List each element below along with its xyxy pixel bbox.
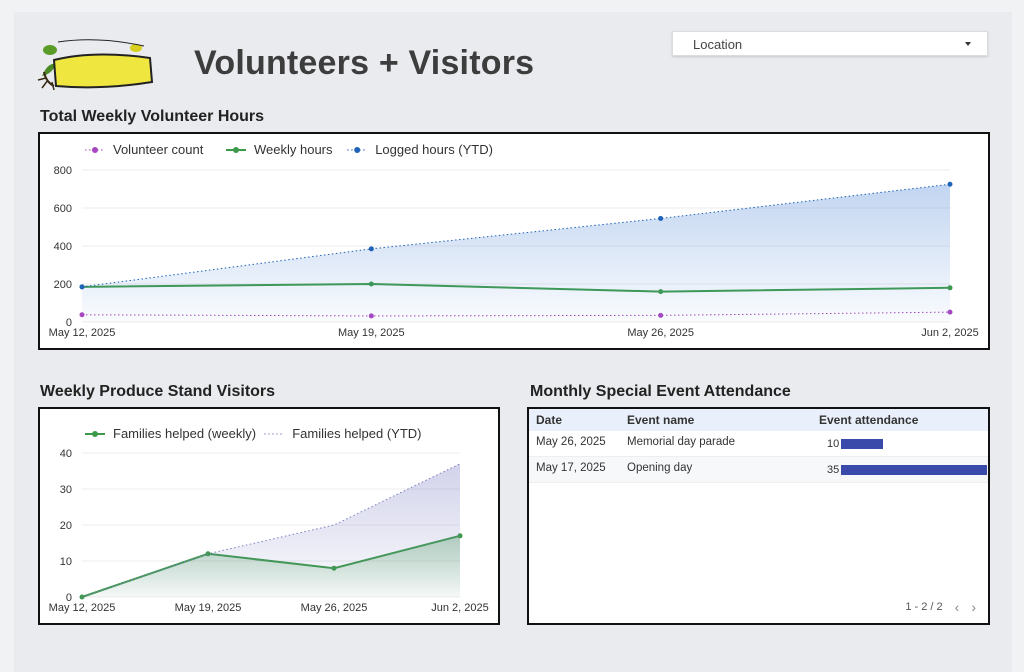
y-tick-label: 30 — [60, 484, 72, 496]
legend-item: Families helped (weekly) — [85, 426, 256, 441]
legend-label: Logged hours (YTD) — [375, 142, 493, 157]
legend-item: Families helped (YTD) — [264, 426, 422, 441]
table-row[interactable]: May 26, 2025 Memorial day parade 10 — [529, 431, 988, 457]
x-tick-label: May 26, 2025 — [627, 327, 694, 339]
legend-item: Volunteer count — [85, 142, 204, 157]
location-filter-label: Location — [693, 37, 743, 52]
column-header-date[interactable]: Date — [536, 413, 563, 427]
attendance-value: 35 — [827, 464, 840, 476]
events-table: Date Event name Event attendance May 26,… — [529, 409, 988, 483]
column-header-event-attendance[interactable]: Event attendance — [819, 413, 919, 427]
event-attendance-title: Monthly Special Event Attendance — [530, 383, 791, 400]
page-title: Volunteers + Visitors — [194, 44, 535, 82]
volunteer-hours-title: Total Weekly Volunteer Hours — [40, 108, 265, 125]
x-tick-label: May 19, 2025 — [175, 602, 242, 614]
y-tick-label: 400 — [54, 241, 72, 253]
y-tick-label: 40 — [60, 448, 72, 460]
data-point — [658, 215, 664, 221]
legend-label: Families helped (YTD) — [292, 426, 421, 441]
urban-seed-logo — [36, 36, 160, 92]
legend-item: Logged hours (YTD) — [347, 142, 493, 157]
x-tick-label: May 26, 2025 — [301, 602, 368, 614]
row-date: May 17, 2025 — [536, 462, 606, 474]
table-header: Date Event name Event attendance — [529, 409, 988, 431]
x-tick-label: May 12, 2025 — [49, 602, 116, 614]
series-line-1 — [81, 463, 461, 598]
data-point — [79, 284, 85, 290]
produce-visitors-svg: 0 10 20 30 40 May 12, 2025 May 19, 2025 May 26,… — [49, 426, 489, 614]
row-date: May 26, 2025 — [536, 436, 606, 448]
x-tick-label: Jun 2, 2025 — [431, 602, 489, 614]
pagination-text: 1 - 2 / 2 — [905, 601, 943, 613]
x-tick-label: Jun 2, 2025 — [921, 327, 979, 339]
legend-swatch-marker — [92, 147, 98, 153]
data-point — [368, 246, 374, 252]
event-attendance-table: Date Event name Event attendance May 26,… — [527, 407, 990, 625]
legend-swatch-marker — [354, 147, 361, 153]
volunteer-hours-chart: 0 200 400 600 800 May 12, 2025 May 19, 2025 May… — [38, 132, 990, 350]
y-tick-label: 800 — [54, 165, 72, 177]
chevron-right-icon[interactable]: › — [971, 599, 976, 615]
attendance-bar — [841, 465, 987, 475]
data-point — [947, 181, 953, 187]
row-event-name: Opening day — [627, 462, 693, 474]
x-tick-label: May 12, 2025 — [49, 327, 116, 339]
x-tick-label: May 19, 2025 — [338, 327, 405, 339]
y-tick-label: 10 — [60, 556, 72, 568]
series-area-2 — [82, 184, 950, 322]
legend-swatch-marker — [233, 147, 239, 153]
produce-visitors-title: Weekly Produce Stand Visitors — [40, 383, 276, 400]
column-header-event-name[interactable]: Event name — [627, 413, 695, 427]
series-line-2 — [81, 183, 951, 288]
location-filter-dropdown[interactable]: Location — [672, 31, 988, 56]
produce-visitors-chart: 0 10 20 30 40 May 12, 2025 May 19, 2025 May 26,… — [38, 407, 500, 625]
y-tick-label: 20 — [60, 520, 72, 532]
legend-label: Families helped (weekly) — [113, 426, 256, 441]
legend-item: Weekly hours — [226, 142, 333, 157]
chevron-left-icon[interactable]: ‹ — [954, 599, 960, 615]
table-row[interactable]: May 17, 2025 Opening day 35 — [529, 457, 988, 483]
legend-label: Weekly hours — [254, 142, 333, 157]
legend-label: Volunteer count — [113, 142, 204, 157]
attendance-bar — [841, 439, 883, 449]
row-event-name: Memorial day parade — [627, 436, 736, 448]
series-area-1 — [82, 463, 460, 597]
table-pagination: 1 - 2 / 2 ‹ › — [905, 599, 976, 615]
y-tick-label: 600 — [54, 203, 72, 215]
caret-down-icon — [965, 42, 971, 46]
y-tick-label: 200 — [54, 279, 72, 291]
y-tick-label: 0 — [66, 592, 72, 604]
legend-swatch-marker — [92, 431, 98, 437]
y-tick-label: 0 — [66, 317, 72, 329]
attendance-value: 10 — [827, 438, 840, 450]
volunteer-hours-svg: 0 200 400 600 800 May 12, 2025 May 19, 2025 May… — [49, 142, 979, 339]
